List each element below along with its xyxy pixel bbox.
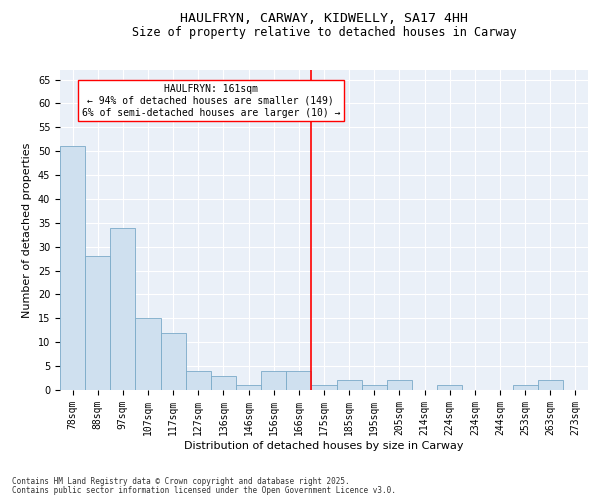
Bar: [186, 371, 211, 390]
Bar: [261, 371, 286, 390]
Bar: [60, 146, 85, 390]
Bar: [236, 385, 261, 390]
Bar: [437, 385, 462, 390]
Text: Contains public sector information licensed under the Open Government Licence v3: Contains public sector information licen…: [12, 486, 396, 495]
Bar: [211, 376, 236, 390]
Bar: [286, 371, 311, 390]
Y-axis label: Number of detached properties: Number of detached properties: [22, 142, 32, 318]
Bar: [362, 385, 387, 390]
Bar: [538, 380, 563, 390]
Bar: [136, 318, 161, 390]
Bar: [161, 332, 186, 390]
Text: HAULFRYN, CARWAY, KIDWELLY, SA17 4HH: HAULFRYN, CARWAY, KIDWELLY, SA17 4HH: [180, 12, 468, 26]
Text: Contains HM Land Registry data © Crown copyright and database right 2025.: Contains HM Land Registry data © Crown c…: [12, 477, 350, 486]
Bar: [311, 385, 337, 390]
X-axis label: Distribution of detached houses by size in Carway: Distribution of detached houses by size …: [184, 440, 464, 450]
Text: HAULFRYN: 161sqm
← 94% of detached houses are smaller (149)
6% of semi-detached : HAULFRYN: 161sqm ← 94% of detached house…: [82, 84, 340, 117]
Bar: [337, 380, 362, 390]
Bar: [110, 228, 136, 390]
Bar: [387, 380, 412, 390]
Bar: [512, 385, 538, 390]
Text: Size of property relative to detached houses in Carway: Size of property relative to detached ho…: [131, 26, 517, 39]
Bar: [85, 256, 110, 390]
